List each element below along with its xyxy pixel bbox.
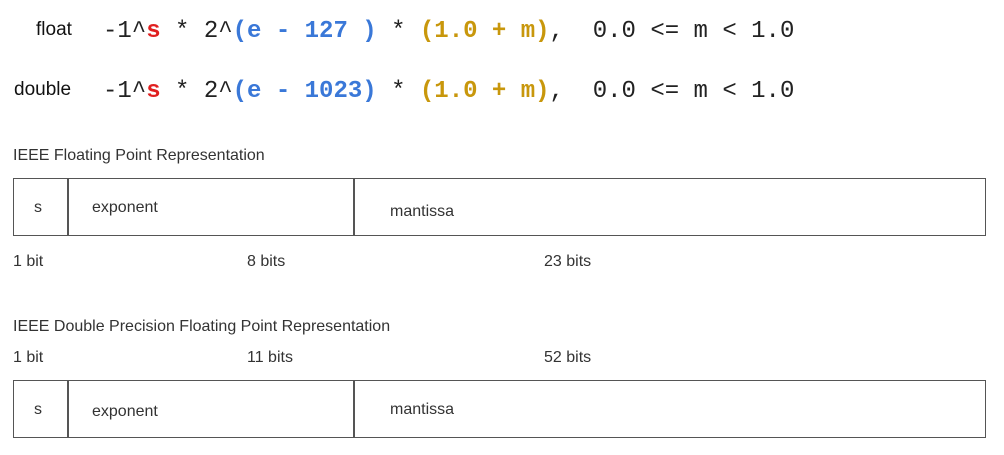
double-mid: * 2^ [160, 78, 233, 105]
double-rep-layout: s exponent mantissa [13, 380, 986, 438]
double-range: , 0.0 <= m < 1.0 [549, 78, 795, 105]
float-formula: -1^s * 2^(e - 127 ) * (1.0 + m), 0.0 <= … [103, 18, 794, 45]
double-mantissa-term: (1.0 + m) [419, 78, 550, 105]
exponent-mantissa-divider [353, 178, 355, 236]
single-rep-caption: IEEE Floating Point Representation [13, 147, 265, 164]
float-exponent-term: (e - 127 ) [232, 18, 377, 45]
single-sign-field: s [34, 199, 42, 216]
double-exponent-field: exponent [92, 403, 158, 420]
double-sign-term: s [146, 78, 161, 105]
single-rep-layout: s exponent mantissa [13, 178, 986, 236]
double-rep-caption: IEEE Double Precision Floating Point Rep… [13, 318, 391, 335]
single-exponent-field: exponent [92, 199, 158, 216]
double-sign-bits: 1 bit [13, 349, 44, 366]
double-sign-field: s [34, 401, 42, 418]
float-range: , 0.0 <= m < 1.0 [549, 18, 795, 45]
sign-exponent-divider [67, 178, 69, 236]
float-mid: * 2^ [160, 18, 233, 45]
sign-exponent-divider [67, 380, 69, 438]
exponent-mantissa-divider [353, 380, 355, 438]
float-prefix: -1^ [103, 18, 147, 45]
double-exponent-term: (e - 1023) [232, 78, 377, 105]
single-sign-bits: 1 bit [13, 253, 44, 270]
float-times: * [376, 18, 420, 45]
float-label: float [36, 19, 72, 40]
single-mantissa-bits: 23 bits [544, 253, 592, 270]
double-times: * [376, 78, 420, 105]
double-exponent-bits: 11 bits [247, 349, 293, 366]
double-mantissa-field: mantissa [390, 401, 455, 418]
double-formula: -1^s * 2^(e - 1023) * (1.0 + m), 0.0 <= … [103, 78, 794, 105]
double-mantissa-bits: 52 bits [544, 349, 592, 366]
single-mantissa-field: mantissa [390, 203, 455, 220]
float-sign-term: s [146, 18, 161, 45]
float-mantissa-term: (1.0 + m) [419, 18, 550, 45]
double-prefix: -1^ [103, 78, 147, 105]
double-label: double [14, 79, 72, 100]
single-exponent-bits: 8 bits [247, 253, 286, 270]
